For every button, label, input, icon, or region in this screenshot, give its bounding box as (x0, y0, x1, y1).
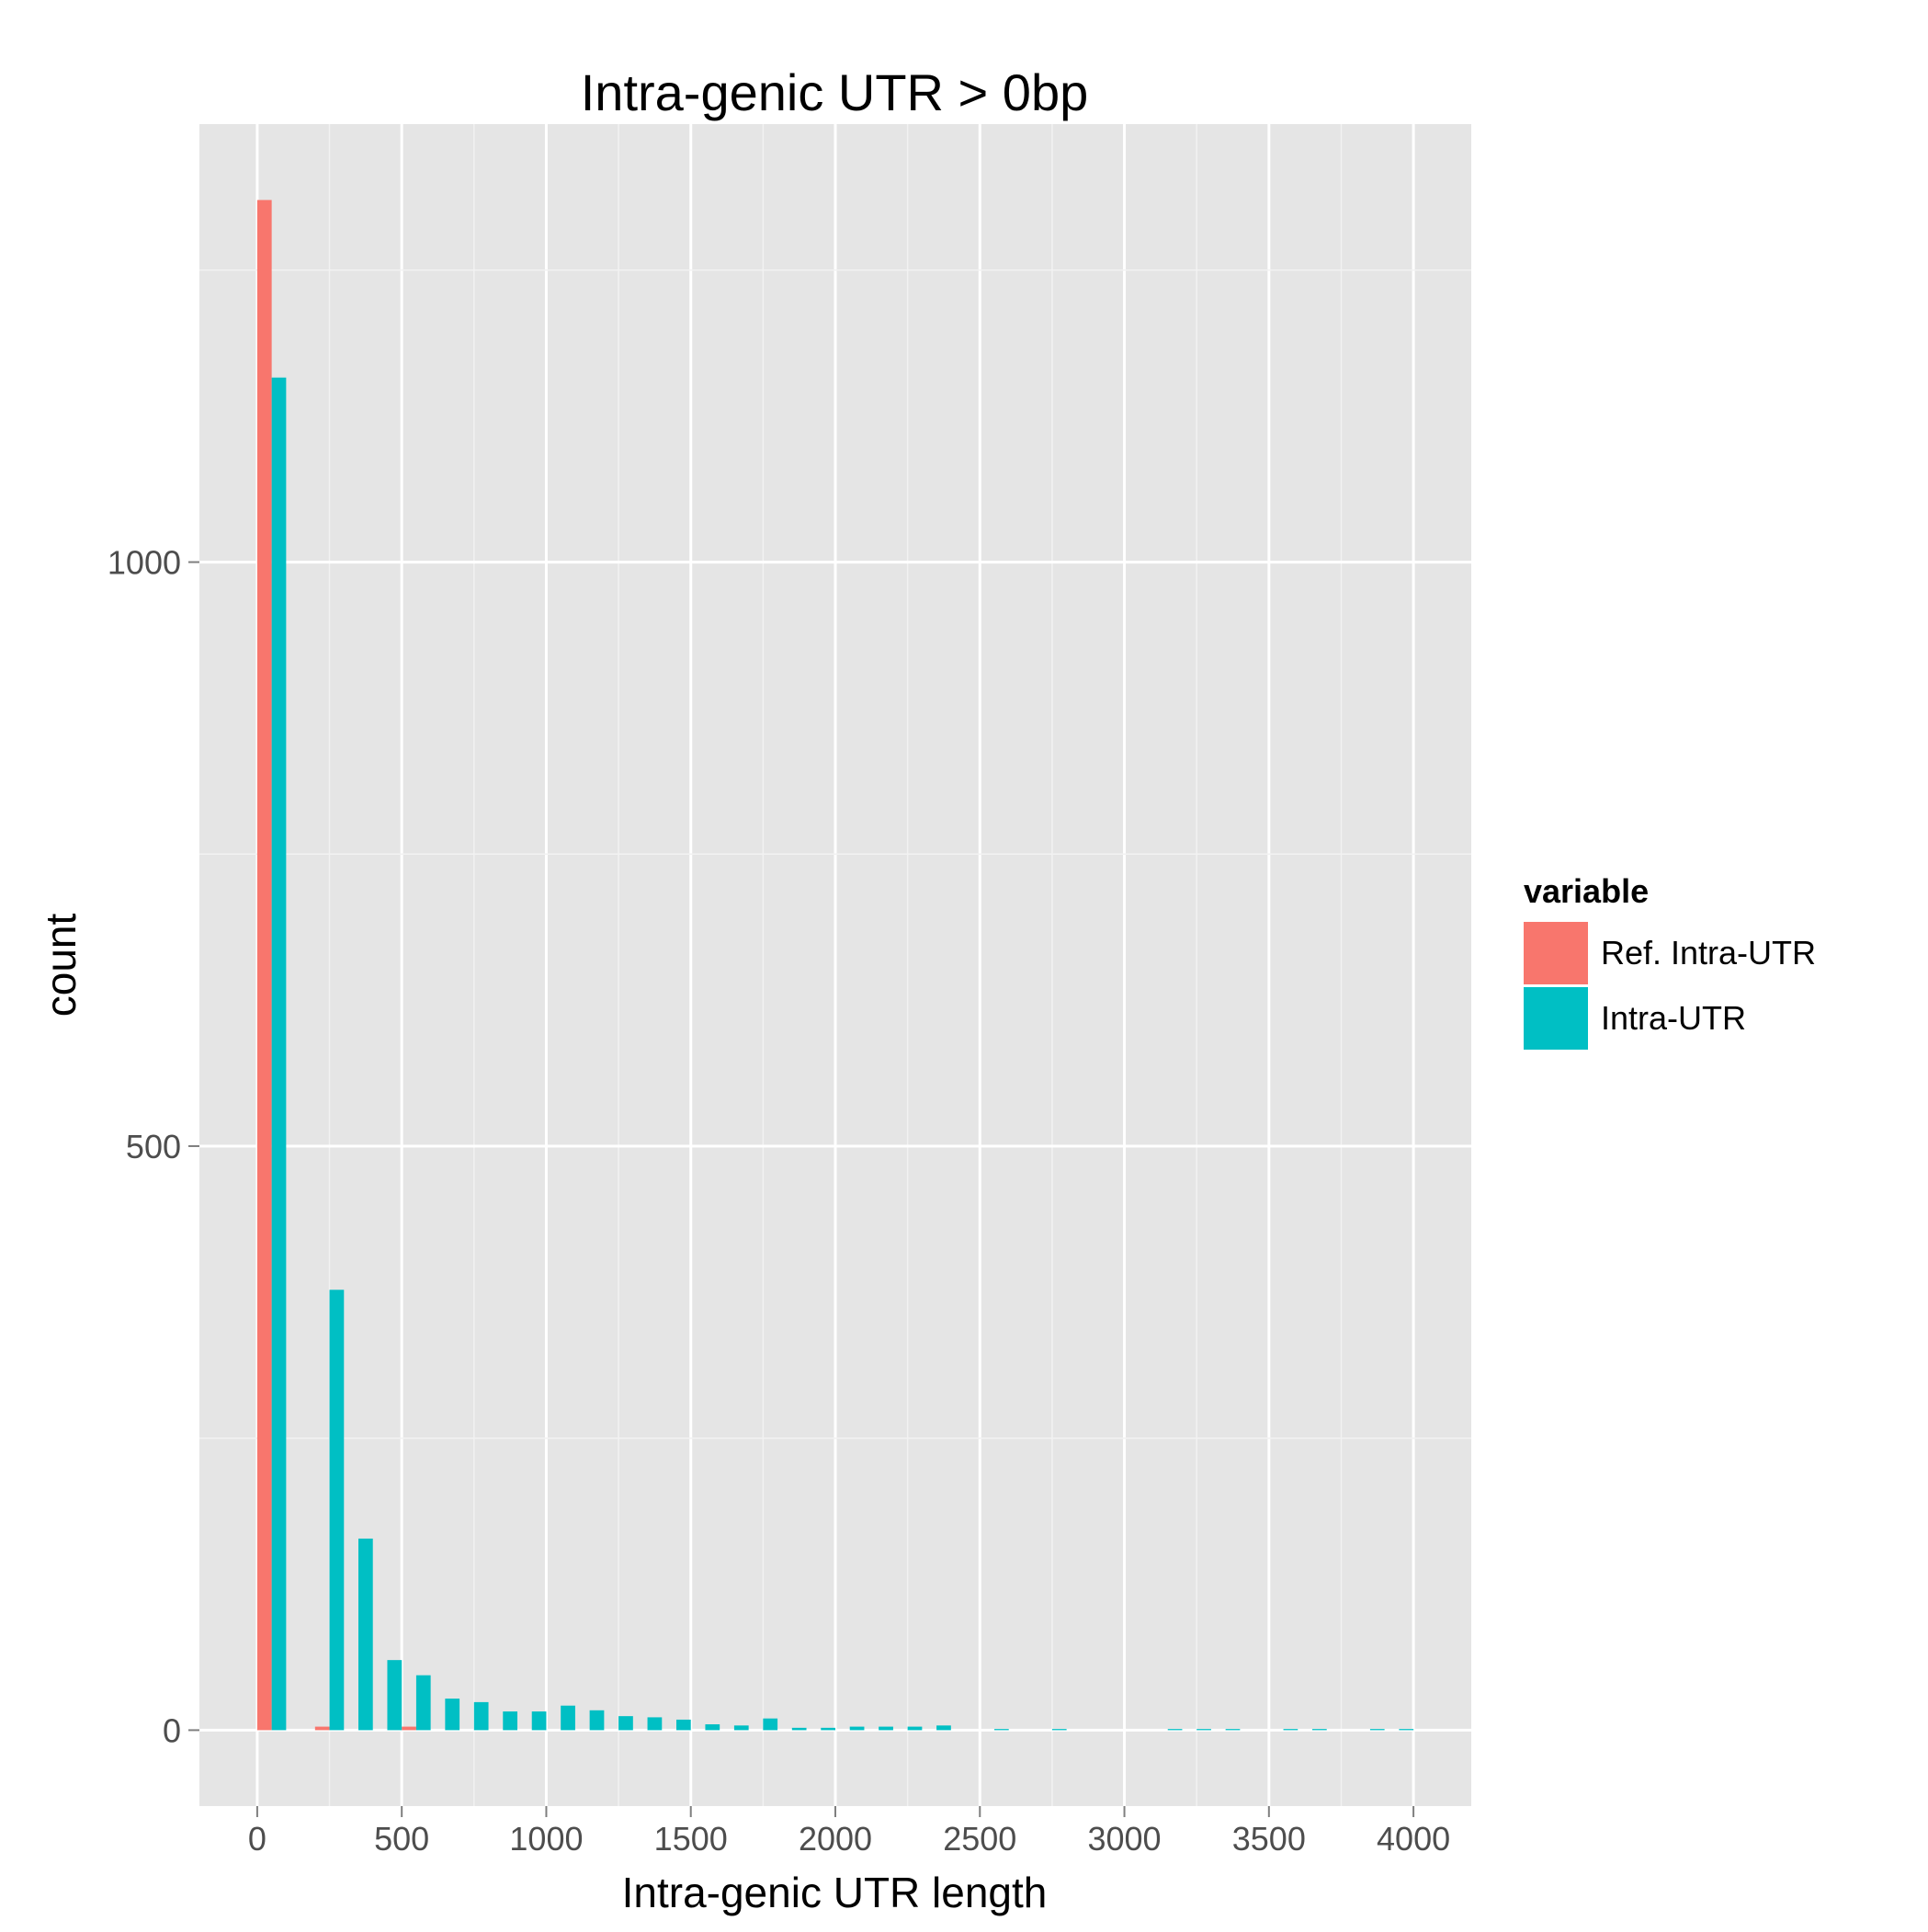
bar-intra-utr (618, 1716, 633, 1731)
legend-swatch (1524, 987, 1588, 1050)
bar-intra-utr (994, 1729, 1009, 1731)
bar-intra-utr (676, 1719, 691, 1731)
bar-intra-utr (1196, 1729, 1211, 1731)
bar-intra-utr (473, 1701, 489, 1731)
legend-swatch (1524, 922, 1588, 984)
bar-intra-utr (705, 1724, 720, 1731)
y-axis: 0 500 1000 (108, 544, 199, 1749)
bar-intra-utr (1283, 1729, 1299, 1731)
bar-intra-utr (849, 1726, 865, 1731)
bar-intra-utr (387, 1660, 403, 1731)
x-axis: 0 500 1000 1500 2000 2500 3000 3500 4000 (248, 1806, 1450, 1858)
x-tick-label: 3500 (1232, 1820, 1306, 1858)
bar-intra-utr (271, 377, 287, 1731)
x-tick-label: 2000 (799, 1820, 872, 1858)
x-tick-label: 4000 (1377, 1820, 1450, 1858)
bar-ref-intra-utr (402, 1726, 416, 1731)
bar-intra-utr (531, 1711, 547, 1731)
y-axis-label: count (37, 914, 85, 1017)
x-tick-label: 0 (248, 1820, 267, 1858)
bar-intra-utr (791, 1727, 807, 1731)
x-axis-label: Intra-genic UTR length (622, 1869, 1048, 1916)
bar-intra-utr (1167, 1729, 1183, 1731)
bar-intra-utr (907, 1726, 923, 1731)
y-tick-label: 0 (163, 1711, 181, 1749)
bar-intra-utr (561, 1705, 575, 1731)
x-tick-label: 3000 (1087, 1820, 1161, 1858)
x-tick-label: 1000 (509, 1820, 583, 1858)
legend-label: Ref. Intra-UTR (1601, 934, 1816, 972)
bar-intra-utr (1369, 1729, 1385, 1731)
bar-intra-utr (733, 1725, 749, 1731)
bar-intra-utr (445, 1699, 460, 1731)
bar-intra-utr (329, 1290, 345, 1731)
bar-intra-utr (415, 1675, 431, 1731)
bar-ref-intra-utr (256, 199, 272, 1731)
chart-title: Intra-genic UTR > 0bp (581, 63, 1088, 121)
bar-ref-intra-utr (314, 1726, 330, 1731)
x-tick-label: 2500 (943, 1820, 1016, 1858)
bar-intra-utr (763, 1718, 778, 1731)
bar-intra-utr (1051, 1729, 1067, 1731)
bar-intra-utr (1312, 1729, 1327, 1731)
legend-label: Intra-UTR (1601, 999, 1746, 1037)
legend: variable Ref. Intra-UTR Intra-UTR (1524, 872, 1816, 1050)
bar-intra-utr (589, 1710, 605, 1731)
legend-items: Ref. Intra-UTR Intra-UTR (1524, 922, 1816, 1050)
bar-intra-utr (1225, 1729, 1241, 1731)
legend-title: variable (1524, 872, 1649, 910)
x-tick-label: 500 (374, 1820, 429, 1858)
bar-intra-utr (503, 1711, 517, 1731)
bar-intra-utr (821, 1727, 835, 1731)
bar-intra-utr (936, 1725, 951, 1731)
bar-intra-utr (879, 1726, 893, 1731)
bar-intra-utr (358, 1538, 373, 1731)
x-tick-label: 1500 (654, 1820, 728, 1858)
bars (256, 199, 1414, 1731)
bar-intra-utr (1399, 1729, 1414, 1731)
grid-lines (199, 124, 1471, 1806)
y-tick-label: 1000 (108, 544, 181, 582)
bar-intra-utr (647, 1717, 663, 1731)
y-tick-label: 500 (126, 1128, 181, 1165)
